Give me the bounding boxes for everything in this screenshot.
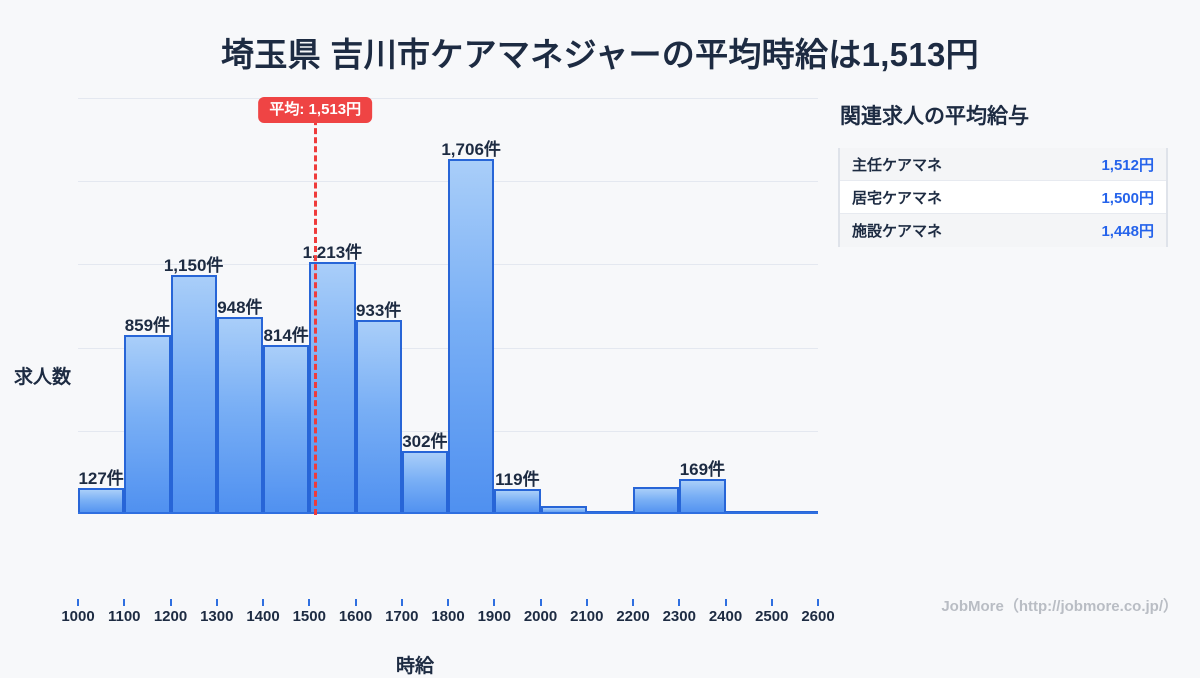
- related-salary-row: 施設ケアマネ 1,448円: [840, 214, 1166, 247]
- bar-value-label: 1,213件: [302, 242, 363, 262]
- related-salary-label: 居宅ケアマネ: [852, 189, 943, 207]
- x-tick-label: 1100: [107, 608, 141, 625]
- x-tick-label: 1400: [246, 608, 280, 625]
- related-salary-label: 主任ケアマネ: [852, 156, 943, 174]
- bar-value-label: 948件: [217, 297, 263, 317]
- related-salary-row: 主任ケアマネ 1,512円: [840, 148, 1166, 181]
- x-axis-ticks: 1000 1100 1200 1300 1400 1500 1600 1700 1800 1900…: [61, 599, 835, 631]
- x-tick: [493, 599, 496, 606]
- footer-attribution: JobMore（http://jobmore.co.jp/）: [941, 598, 1178, 615]
- x-tick-label: 1200: [153, 608, 188, 625]
- bar-value-label: 127件: [78, 468, 124, 488]
- x-tick-label: 1800: [431, 608, 465, 625]
- x-tick-label: 2600: [801, 608, 835, 625]
- related-salary-table: 主任ケアマネ 1,512円居宅ケアマネ 1,500円施設ケアマネ 1,448円: [838, 148, 1168, 247]
- bar-value-label: 814件: [263, 325, 309, 345]
- related-salary-row: 居宅ケアマネ 1,500円: [840, 181, 1166, 214]
- x-tick: [585, 599, 588, 606]
- histogram-chart: 求人数 127件 859件 1,150件 948件 814件 1,213件 933件 302件…: [0, 85, 835, 677]
- average-badge: 平均: 1,513円: [258, 97, 373, 123]
- x-tick-label: 1000: [61, 608, 95, 625]
- bar-series: [78, 98, 818, 514]
- x-tick-label: 2100: [570, 608, 604, 625]
- bar: [355, 319, 402, 514]
- gridline: [78, 98, 818, 99]
- bar: [216, 316, 263, 514]
- x-tick: [400, 599, 403, 606]
- bar: [124, 335, 171, 514]
- x-tick: [817, 599, 819, 606]
- x-tick: [724, 599, 727, 606]
- plot-area: [78, 98, 818, 514]
- bar-value-label: 119件: [495, 470, 540, 490]
- page-title: 埼玉県 吉川市ケアマネジャーの平均時給は1,513円: [221, 36, 979, 73]
- x-tick-label: 2300: [662, 608, 696, 625]
- x-tick: [539, 599, 542, 606]
- x-tick-label: 1500: [292, 608, 326, 625]
- bar: [263, 344, 310, 514]
- x-tick-label: 1300: [200, 608, 234, 625]
- bar-value-label: 169件: [679, 459, 726, 479]
- average-line: [314, 110, 318, 515]
- bar: [633, 486, 680, 514]
- bar: [679, 478, 726, 514]
- related-salary-value: 1,500円: [1101, 189, 1154, 207]
- bar: [540, 505, 587, 514]
- x-tick-label: 2500: [755, 608, 789, 625]
- x-tick: [770, 599, 773, 606]
- x-tick-label: 2000: [523, 608, 558, 625]
- bar: [494, 489, 541, 514]
- x-axis-line: [78, 512, 818, 514]
- x-tick: [354, 599, 357, 606]
- bar-value-label: 859件: [124, 316, 171, 336]
- x-axis-title: 時給: [395, 656, 434, 677]
- x-tick: [262, 599, 264, 606]
- x-tick-label: 2200: [616, 608, 650, 625]
- bar-value-label: 1,706件: [441, 140, 501, 160]
- bar-value-label: 1,150件: [163, 255, 224, 275]
- x-tick: [632, 599, 634, 606]
- y-axis-title: 求人数: [14, 367, 72, 388]
- x-tick: [308, 599, 311, 606]
- related-salary-panel: 関連求人の平均給与 主任ケアマネ 1,512円居宅ケアマネ 1,500円施設ケアマネ…: [838, 100, 1168, 247]
- related-salary-label: 施設ケアマネ: [852, 223, 943, 240]
- bar: [401, 451, 448, 514]
- x-tick-label: 2400: [708, 608, 743, 625]
- x-tick: [447, 599, 449, 606]
- bar: [78, 487, 125, 514]
- x-tick-label: 1600: [338, 608, 373, 625]
- x-tick-label: 1700: [385, 608, 419, 625]
- bar: [170, 274, 217, 514]
- x-tick: [215, 599, 218, 606]
- related-salary-title: 関連求人の平均給与: [840, 105, 1029, 128]
- x-tick: [77, 599, 79, 606]
- x-tick: [123, 599, 126, 606]
- related-salary-value: 1,448円: [1101, 223, 1154, 240]
- bar-value-label: 933件: [355, 300, 402, 320]
- x-tick: [678, 599, 681, 606]
- bar: [448, 159, 495, 514]
- x-tick: [169, 599, 172, 606]
- bar-value-label: 302件: [402, 432, 448, 452]
- related-salary-value: 1,512円: [1101, 156, 1154, 174]
- x-tick-label: 1900: [477, 608, 511, 625]
